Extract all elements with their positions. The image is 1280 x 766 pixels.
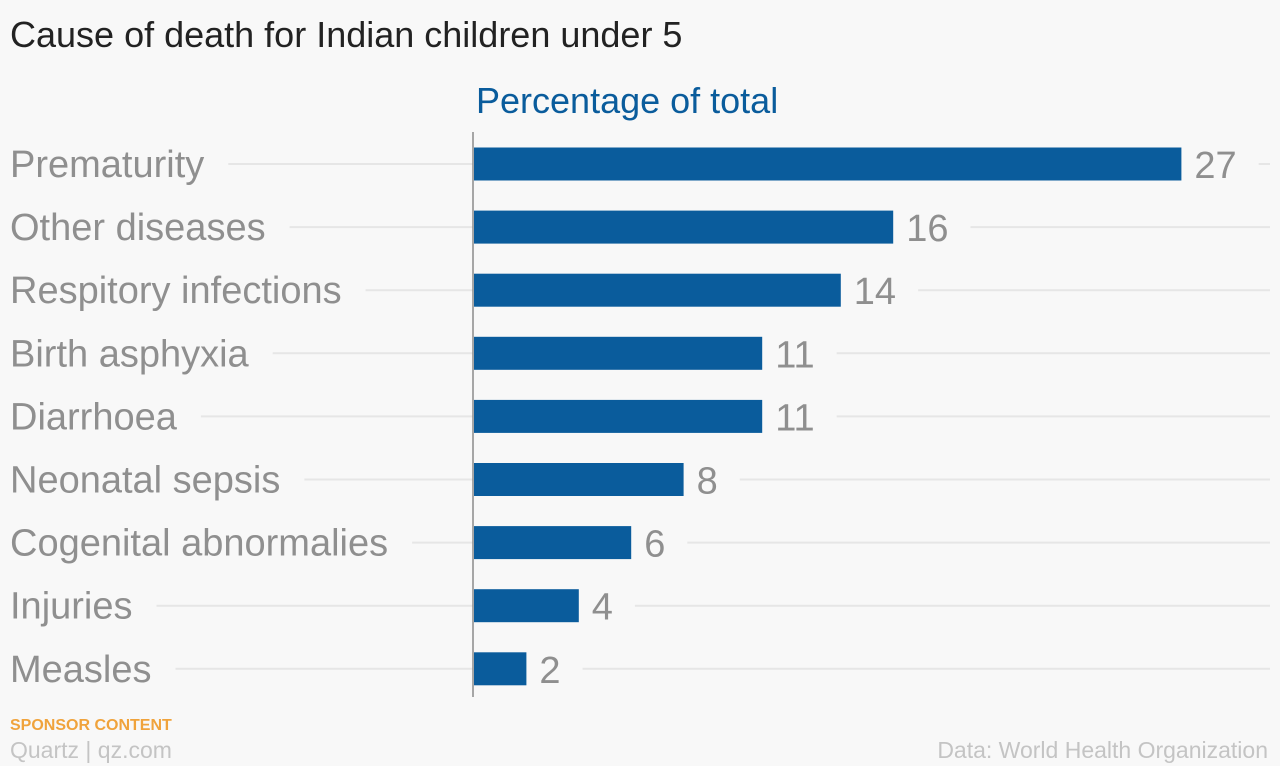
source-label: Data: World Health Organization xyxy=(937,737,1268,763)
value-label-diarrhoea: 11 xyxy=(775,397,814,439)
category-label-prematurity: Prematurity xyxy=(10,144,204,186)
value-label-birth-asphyxia: 11 xyxy=(775,334,814,376)
gridlines xyxy=(156,163,1270,670)
category-label-neonatal-sepsis: Neonatal sepsis xyxy=(10,460,280,502)
brand-label: Quartz | qz.com xyxy=(10,737,172,763)
category-label-injuries: Injuries xyxy=(10,586,133,628)
bar-birth-asphyxia xyxy=(474,336,763,370)
value-label-prematurity: 27 xyxy=(1194,145,1236,187)
chart-subtitle: Percentage of total xyxy=(476,80,779,121)
category-label-birth-asphyxia: Birth asphyxia xyxy=(10,333,250,375)
value-label-cogenital-abnormalies: 6 xyxy=(644,524,665,566)
bar-cogenital-abnormalies xyxy=(474,526,632,560)
bar-diarrhoea xyxy=(474,399,763,433)
bar-measles xyxy=(474,652,527,686)
bar-prematurity xyxy=(474,147,1182,181)
value-label-measles: 2 xyxy=(539,650,560,692)
value-label-injuries: 4 xyxy=(592,587,613,629)
category-labels: Prematurity Other diseases Respitory infec… xyxy=(10,144,388,691)
bar-injuries xyxy=(474,589,579,623)
chart-title: Cause of death for Indian children under… xyxy=(10,14,683,55)
category-label-diarrhoea: Diarrhoea xyxy=(10,396,178,438)
bar-neonatal-sepsis xyxy=(474,463,684,496)
category-label-measles: Measles xyxy=(10,649,152,691)
category-label-respitory-infections: Respitory infections xyxy=(10,270,342,312)
value-label-neonatal-sepsis: 8 xyxy=(697,461,718,503)
category-label-cogenital-abnormalies: Cogenital abnormalies xyxy=(10,523,388,565)
bar-other-diseases xyxy=(474,210,894,244)
sponsor-label: SPONSOR CONTENT xyxy=(10,717,172,734)
bar-respitory-infections xyxy=(474,273,841,307)
value-label-other-diseases: 16 xyxy=(906,208,948,250)
value-label-respitory-infections: 14 xyxy=(854,271,896,313)
category-label-other-diseases: Other diseases xyxy=(10,207,266,249)
bars xyxy=(474,147,1182,686)
